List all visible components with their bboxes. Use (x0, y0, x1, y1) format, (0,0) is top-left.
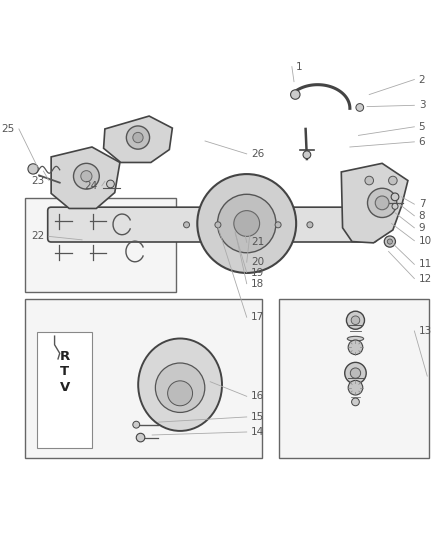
Bar (37, 332, 92, 448)
Text: 22: 22 (32, 231, 45, 241)
Text: 5: 5 (419, 122, 425, 132)
Circle shape (391, 193, 399, 201)
Circle shape (392, 203, 398, 209)
Circle shape (215, 222, 221, 228)
Circle shape (136, 433, 145, 442)
Circle shape (127, 126, 149, 149)
Circle shape (28, 164, 38, 174)
Text: 24: 24 (85, 181, 98, 191)
Text: 11: 11 (419, 260, 432, 269)
Circle shape (275, 222, 281, 228)
Text: 16: 16 (251, 391, 264, 401)
Text: 7: 7 (419, 199, 425, 209)
Text: 13: 13 (419, 326, 432, 336)
Polygon shape (103, 116, 173, 163)
Ellipse shape (138, 338, 222, 431)
Text: 10: 10 (419, 236, 432, 246)
Bar (279, 298, 429, 458)
Circle shape (389, 176, 397, 185)
Circle shape (234, 211, 260, 237)
Ellipse shape (155, 363, 205, 413)
Circle shape (346, 311, 364, 329)
Circle shape (348, 381, 363, 395)
Text: 18: 18 (251, 279, 264, 289)
Polygon shape (341, 163, 408, 243)
Circle shape (218, 195, 276, 253)
Circle shape (303, 151, 311, 159)
Text: 14: 14 (251, 427, 264, 437)
Circle shape (351, 316, 360, 325)
Circle shape (184, 222, 190, 228)
Text: 20: 20 (251, 257, 264, 267)
Text: 9: 9 (419, 223, 425, 233)
Circle shape (197, 174, 296, 273)
Text: 19: 19 (251, 268, 264, 278)
Circle shape (365, 176, 374, 185)
Text: 25: 25 (1, 124, 14, 134)
Circle shape (345, 362, 366, 384)
Polygon shape (51, 147, 120, 208)
Circle shape (387, 239, 392, 244)
FancyBboxPatch shape (48, 207, 377, 242)
Text: 12: 12 (419, 273, 432, 284)
Circle shape (384, 236, 396, 247)
Text: 3: 3 (419, 100, 425, 110)
Circle shape (307, 222, 313, 228)
Circle shape (375, 196, 389, 210)
Circle shape (81, 171, 92, 182)
Ellipse shape (168, 381, 193, 406)
Text: 2: 2 (419, 75, 425, 85)
Circle shape (133, 132, 143, 143)
Text: 15: 15 (251, 412, 264, 422)
Text: 26: 26 (251, 149, 264, 159)
Circle shape (352, 398, 359, 406)
Text: V: V (60, 381, 70, 394)
Circle shape (133, 421, 140, 428)
Text: 6: 6 (419, 137, 425, 147)
Bar (25, 198, 176, 292)
Circle shape (106, 180, 114, 188)
Circle shape (290, 90, 300, 99)
Text: 1: 1 (296, 62, 303, 71)
Circle shape (367, 188, 397, 217)
Text: 8: 8 (419, 211, 425, 221)
Circle shape (74, 163, 99, 189)
Text: 23: 23 (32, 175, 45, 185)
Circle shape (356, 103, 364, 111)
Circle shape (350, 368, 360, 378)
Text: 17: 17 (251, 312, 264, 322)
Text: R: R (60, 350, 70, 364)
Circle shape (348, 340, 363, 354)
Ellipse shape (347, 336, 364, 341)
Text: T: T (60, 365, 70, 378)
Bar (25, 298, 262, 458)
Text: 21: 21 (251, 237, 264, 247)
